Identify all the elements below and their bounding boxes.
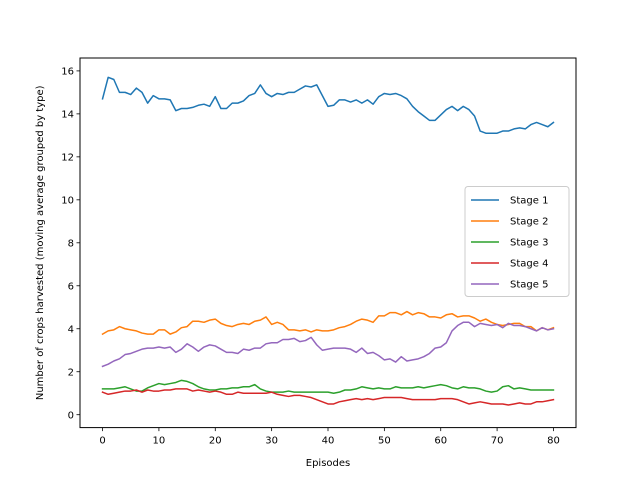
legend-label-stage-3: Stage 3 [510, 238, 548, 249]
series-layer [101, 76, 555, 406]
legend: Stage 1 Stage 2 Stage 3 Stage 4 Stage 5 [464, 186, 570, 297]
x-tick-label: 70 [491, 436, 504, 447]
legend-label-stage-4: Stage 4 [510, 259, 548, 270]
legend-label-stage-2: Stage 2 [510, 217, 548, 228]
series-line-stage-2 [101, 310, 555, 336]
x-tick-label: 60 [434, 436, 447, 447]
x-tick-label: 30 [265, 436, 278, 447]
x-tick-label: 10 [153, 436, 166, 447]
y-tick-label: 14 [61, 109, 74, 120]
legend-label-stage-1: Stage 1 [510, 196, 548, 207]
series-line-stage-5 [101, 321, 555, 368]
y-tick-label: 4 [68, 324, 74, 335]
x-tick-label: 50 [378, 436, 391, 447]
legend-label-stage-5: Stage 5 [510, 280, 548, 291]
x-axis-label: Episodes [306, 458, 350, 469]
y-tick-label: 8 [68, 238, 74, 249]
y-tick-label: 10 [61, 195, 74, 206]
y-tick-label: 2 [68, 367, 74, 378]
x-tick-label: 40 [322, 436, 335, 447]
series-line-stage-4 [101, 388, 555, 406]
legend-frame [464, 186, 570, 297]
plot-area: 0 10 20 30 40 50 60 70 80 0 2 4 6 8 10 12 14 16 [61, 57, 577, 447]
y-tick-label: 6 [68, 281, 74, 292]
x-tick-label: 0 [99, 436, 105, 447]
y-tick-label: 12 [61, 152, 74, 163]
y-axis-label: Number of crops harvested (moving averag… [35, 85, 46, 400]
y-tick-label: 16 [61, 66, 74, 77]
series-line-stage-3 [101, 379, 555, 394]
x-tick-label: 80 [547, 436, 560, 447]
x-tick-label: 20 [209, 436, 222, 447]
series-line-stage-1 [101, 76, 555, 134]
y-tick-label: 0 [68, 410, 74, 421]
y-axis-ticks: 0 2 4 6 8 10 12 14 16 [61, 66, 80, 421]
x-axis-ticks: 0 10 20 30 40 50 60 70 80 [99, 427, 560, 447]
